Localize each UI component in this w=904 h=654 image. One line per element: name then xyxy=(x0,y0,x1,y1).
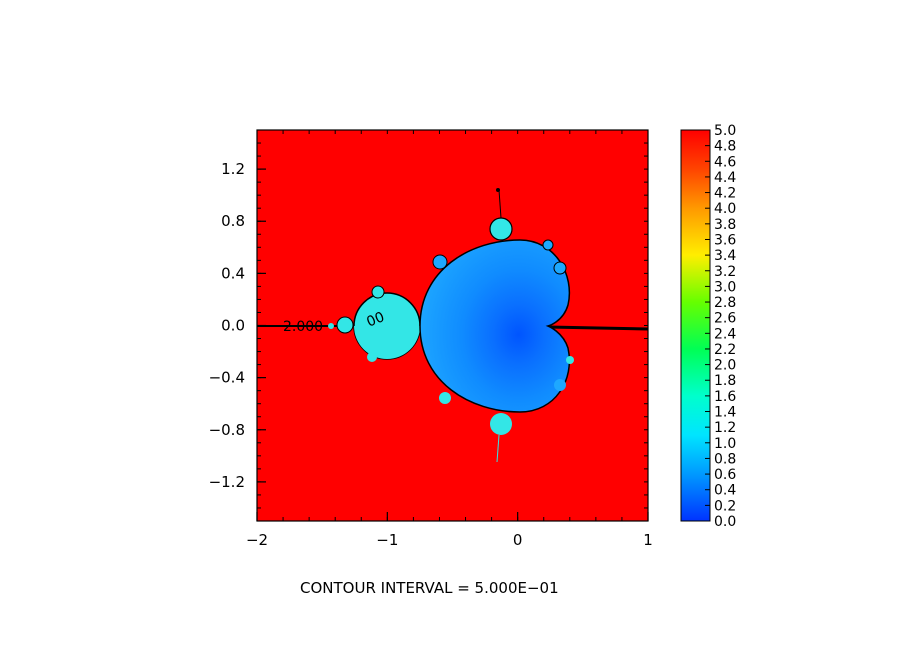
cardioid-upper-right-bulb xyxy=(542,239,554,251)
y-tick-label: 0.4 xyxy=(221,264,245,282)
colorbar-tick-label: 1.8 xyxy=(714,373,736,389)
bottom-period3-bulb xyxy=(490,413,512,435)
contour-interval-note: CONTOUR INTERVAL = 5.000E−01 xyxy=(300,579,559,597)
colorbar-tick-label: 3.2 xyxy=(714,264,736,280)
colorbar-ticks xyxy=(705,129,710,522)
colorbar-labels: 0.00.20.40.60.81.01.21.41.61.82.02.22.42… xyxy=(714,123,736,530)
colorbar-tick-label: 5.0 xyxy=(714,123,736,139)
period2-bottom-minibulb xyxy=(367,352,377,362)
colorbar xyxy=(680,129,711,522)
colorbar-tick-label: 2.8 xyxy=(714,295,736,311)
left-tiny-bulb xyxy=(328,323,334,329)
colorbar-tick-label: 1.4 xyxy=(714,405,736,421)
colorbar-tick-label: 3.6 xyxy=(714,232,736,248)
main-cardioid xyxy=(419,239,570,413)
cardioid-lower-ridge xyxy=(554,379,566,391)
y-tick-label: 0.8 xyxy=(221,212,245,230)
left-small-bulb xyxy=(336,316,354,334)
top-antenna-tip xyxy=(496,188,500,192)
cardioid-lower-right-bulb xyxy=(566,356,574,364)
contour-label-2000: 2.000 xyxy=(283,319,323,335)
colorbar-tick-label: 3.8 xyxy=(714,217,736,233)
colorbar-tick-label: 0.6 xyxy=(714,467,736,483)
colorbar-tick-label: 2.4 xyxy=(714,326,736,342)
colorbar-tick-label: 1.0 xyxy=(714,436,736,452)
y-tick-label: −0.4 xyxy=(209,369,245,387)
mandelbrot-set: 2.000 00 xyxy=(257,188,648,463)
colorbar-tick-label: 0.0 xyxy=(714,514,736,530)
x-tick-label: −2 xyxy=(246,531,268,549)
colorbar-tick-label: 4.8 xyxy=(714,139,736,155)
cardioid-upper-ridge xyxy=(553,261,567,275)
colorbar-tick-label: 4.4 xyxy=(714,170,736,186)
cardioid-upper-left-bulb xyxy=(432,254,448,270)
colorbar-tick-label: 3.0 xyxy=(714,279,736,295)
x-tick-label: 0 xyxy=(513,531,523,549)
colorbar-tick-label: 4.6 xyxy=(714,154,736,170)
axis-ticks xyxy=(256,129,649,522)
colorbar-tick-label: 1.6 xyxy=(714,389,736,405)
top-antenna xyxy=(498,189,502,219)
y-tick-label: 1.2 xyxy=(221,160,245,178)
y-tick-label: 0.0 xyxy=(221,317,245,335)
colorbar-tick-label: 0.2 xyxy=(714,498,736,514)
colorbar-tick-label: 2.6 xyxy=(714,311,736,327)
colorbar-tick-label: 3.4 xyxy=(714,248,736,264)
colorbar-tick-label: 0.4 xyxy=(714,483,736,499)
period2-top-minibulb xyxy=(371,285,385,299)
colorbar-tick-label: 2.2 xyxy=(714,342,736,358)
y-tick-labels: 1.2 0.8 0.4 0.0 −0.4 −0.8 −1.2 xyxy=(209,160,245,491)
colorbar-tick-label: 1.2 xyxy=(714,420,736,436)
colorbar-tick-label: 0.8 xyxy=(714,451,736,467)
colorbar-tick-label: 4.2 xyxy=(714,186,736,202)
top-period3-bulb xyxy=(489,217,513,241)
colorbar-tick-label: 4.0 xyxy=(714,201,736,217)
colorbar-tick-label: 2.0 xyxy=(714,358,736,374)
real-axis-spike-right xyxy=(547,325,648,331)
cardioid-lower-left-bulb xyxy=(439,392,451,404)
period2-bulb-lower xyxy=(354,326,420,359)
y-tick-label: −0.8 xyxy=(209,421,245,439)
y-tick-label: −1.2 xyxy=(209,473,245,491)
x-tick-label: −1 xyxy=(376,531,398,549)
contour-label-00: 00 xyxy=(364,309,387,331)
bottom-antenna xyxy=(496,434,500,463)
x-tick-label: 1 xyxy=(643,531,653,549)
x-tick-labels: −2 −1 0 1 xyxy=(246,531,653,549)
